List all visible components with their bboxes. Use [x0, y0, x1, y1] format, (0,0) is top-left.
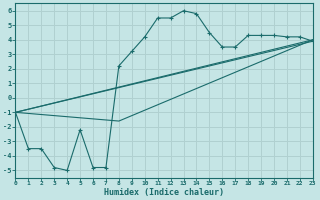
X-axis label: Humidex (Indice chaleur): Humidex (Indice chaleur) [104, 188, 224, 197]
